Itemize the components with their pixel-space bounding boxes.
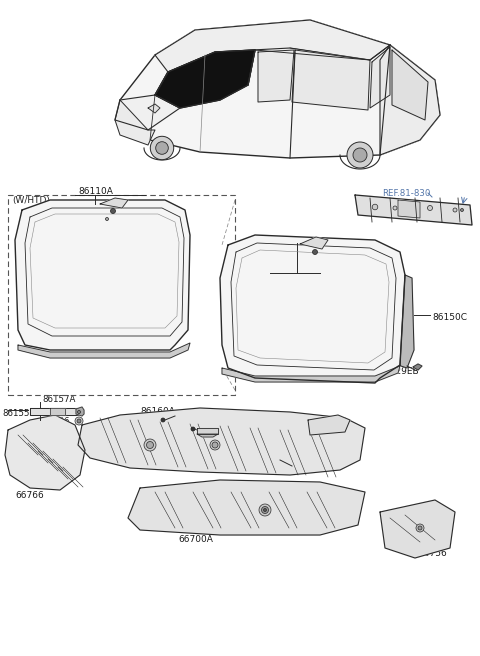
Polygon shape (400, 275, 414, 368)
Text: 86156: 86156 (42, 417, 70, 426)
Circle shape (77, 411, 81, 413)
Polygon shape (392, 50, 428, 120)
Polygon shape (18, 343, 190, 358)
Text: 86179: 86179 (220, 434, 249, 443)
Text: 86115: 86115 (323, 251, 352, 260)
Polygon shape (115, 100, 155, 145)
Circle shape (428, 205, 432, 211)
Circle shape (262, 506, 268, 514)
Polygon shape (30, 408, 78, 415)
Polygon shape (370, 47, 390, 108)
Circle shape (161, 418, 165, 422)
Circle shape (372, 204, 378, 210)
Text: 86110A: 86110A (78, 188, 113, 197)
Circle shape (347, 142, 373, 168)
Text: 86189: 86189 (220, 426, 249, 434)
Circle shape (150, 136, 174, 159)
Polygon shape (380, 500, 455, 558)
Text: 86124D: 86124D (302, 436, 337, 445)
Text: REF.81-830: REF.81-830 (382, 188, 431, 197)
Polygon shape (398, 200, 420, 218)
Polygon shape (5, 415, 85, 490)
Circle shape (77, 419, 81, 423)
Circle shape (353, 148, 367, 162)
Text: 66766: 66766 (15, 491, 44, 499)
Polygon shape (380, 45, 440, 155)
Text: 86110A: 86110A (250, 272, 285, 281)
Text: 86115: 86115 (118, 211, 147, 220)
Polygon shape (308, 415, 350, 435)
Circle shape (75, 417, 83, 425)
Polygon shape (258, 50, 294, 102)
Text: (W/HTD): (W/HTD) (12, 195, 50, 205)
Circle shape (418, 526, 422, 530)
Circle shape (453, 208, 457, 212)
Polygon shape (100, 198, 128, 208)
Circle shape (212, 442, 218, 448)
Polygon shape (355, 195, 472, 225)
Text: 1129EB: 1129EB (385, 367, 420, 377)
Text: 86150B: 86150B (295, 464, 330, 472)
Polygon shape (300, 237, 328, 249)
Circle shape (393, 206, 397, 210)
Polygon shape (197, 434, 218, 437)
Polygon shape (78, 408, 365, 475)
Circle shape (259, 504, 271, 516)
Circle shape (144, 439, 156, 451)
Circle shape (416, 524, 424, 532)
Circle shape (264, 508, 266, 512)
Circle shape (312, 249, 317, 255)
Polygon shape (148, 104, 160, 113)
Text: 66756: 66756 (418, 548, 447, 558)
Polygon shape (76, 407, 84, 416)
Circle shape (110, 209, 116, 213)
Text: 86150C: 86150C (432, 314, 467, 323)
Polygon shape (15, 200, 190, 350)
Polygon shape (220, 235, 405, 383)
Circle shape (146, 441, 154, 449)
Circle shape (460, 209, 464, 211)
Polygon shape (50, 408, 65, 415)
Polygon shape (155, 50, 255, 108)
Bar (8, 195, 235, 395)
Polygon shape (413, 364, 422, 370)
Polygon shape (222, 366, 400, 382)
Polygon shape (115, 20, 440, 158)
Text: 86157A: 86157A (42, 396, 75, 405)
Polygon shape (115, 95, 180, 130)
Circle shape (210, 440, 220, 450)
Circle shape (191, 427, 195, 431)
Text: 86155: 86155 (2, 409, 29, 417)
Polygon shape (128, 480, 365, 535)
Text: 66700A: 66700A (178, 535, 213, 544)
Text: 86160A: 86160A (140, 407, 175, 415)
Polygon shape (292, 50, 370, 110)
Polygon shape (197, 428, 218, 434)
Circle shape (156, 142, 168, 154)
Circle shape (106, 218, 108, 220)
Polygon shape (155, 20, 390, 72)
